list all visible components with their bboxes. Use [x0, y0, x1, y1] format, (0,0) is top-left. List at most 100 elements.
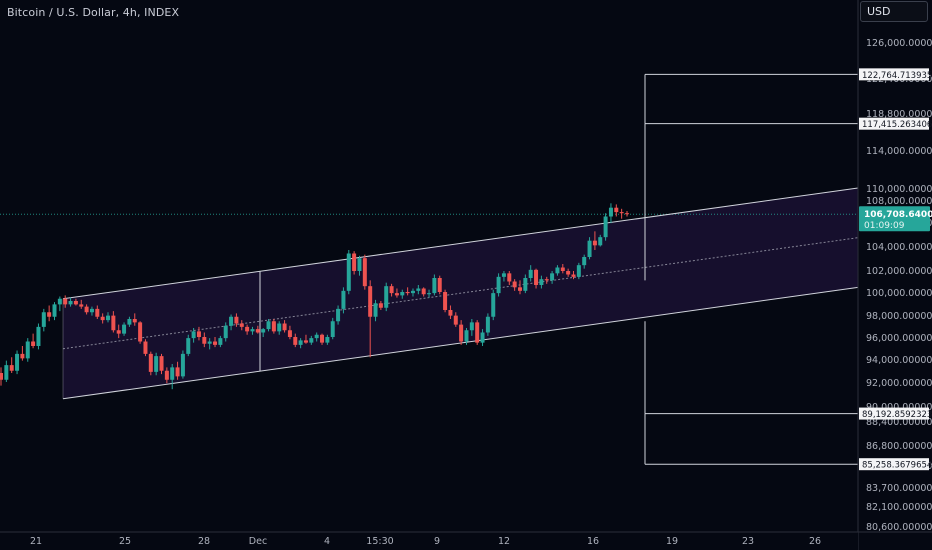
price-tick-label: 82,100.00000000 — [866, 502, 932, 513]
candle — [100, 313, 105, 324]
candle-body — [9, 365, 14, 371]
candle — [170, 364, 175, 390]
price-tick-label: 102,000.00000000 — [866, 266, 932, 277]
chart-title: Bitcoin / U.S. Dollar, 4h, INDEX — [7, 6, 180, 19]
time-tick-label: 9 — [434, 536, 440, 547]
time-tick-label: 26 — [809, 536, 821, 547]
candle — [229, 314, 234, 331]
candle-body — [261, 329, 266, 333]
time-tick-label: 19 — [666, 536, 678, 547]
candle-body — [68, 301, 73, 305]
candle — [68, 297, 73, 307]
level-label-text: 117,415.26340652 — [862, 120, 932, 130]
candle — [154, 352, 159, 376]
candle — [89, 306, 94, 316]
candle-body — [271, 321, 276, 332]
candle-body — [555, 267, 560, 274]
candle-body — [443, 292, 448, 310]
candle — [127, 316, 132, 327]
candle — [261, 328, 266, 337]
candle-body — [480, 332, 485, 343]
candle-body — [378, 303, 383, 308]
candle — [582, 254, 587, 269]
candle-body — [427, 293, 432, 295]
candle-body — [223, 325, 228, 339]
price-tick-label: 94,000.00000000 — [866, 355, 932, 366]
candle — [459, 320, 464, 345]
candle-body — [277, 323, 282, 332]
candle-body — [20, 353, 25, 359]
candle-body — [202, 337, 207, 344]
candle — [196, 326, 201, 341]
candle — [298, 338, 303, 349]
price-tick-label: 90,000.00000000 — [866, 402, 932, 413]
candle-body — [362, 258, 367, 287]
candle-body — [138, 322, 143, 342]
candle — [282, 320, 287, 333]
currency-selector[interactable]: USD — [860, 1, 928, 22]
candle-body — [159, 356, 164, 371]
candle-body — [437, 278, 442, 292]
candle — [213, 337, 218, 348]
candle — [266, 319, 271, 332]
candle-body — [234, 316, 239, 324]
candle-body — [143, 341, 148, 354]
candle-body — [448, 310, 453, 316]
candle-body — [245, 326, 250, 332]
candle — [132, 313, 137, 326]
candle-body — [475, 322, 480, 343]
level-label-text: 122,764.71393544 — [862, 71, 932, 81]
candle — [277, 321, 282, 335]
time-tick-label: 4 — [324, 536, 330, 547]
candle — [501, 271, 506, 282]
candle-body — [218, 338, 223, 345]
price-tick-label: 96,000.00000000 — [866, 333, 932, 344]
price-tick-label: 108,000.00000000 — [866, 196, 932, 207]
current-price-tag: 106,708.6400000001:09:09 — [859, 206, 932, 232]
candle — [84, 304, 89, 315]
level-label-box — [859, 117, 929, 130]
candle — [523, 274, 528, 294]
time-tick-label: 28 — [198, 536, 210, 547]
candle-body — [566, 271, 571, 275]
candle — [175, 361, 180, 380]
candle — [330, 317, 335, 340]
candle — [255, 325, 260, 334]
candle — [122, 322, 127, 336]
candle-body — [491, 293, 496, 317]
candle — [592, 231, 597, 250]
candle — [159, 353, 164, 375]
candle — [539, 275, 544, 289]
price-tick-label: 118,800.00000000 — [866, 109, 932, 120]
candle-body — [598, 237, 603, 246]
price-tick-label: 86,800.00000000 — [866, 441, 932, 452]
candle — [207, 338, 212, 350]
candle — [405, 287, 410, 296]
candle — [437, 275, 442, 295]
candle-body — [282, 323, 287, 331]
candle-body — [614, 207, 619, 213]
candle — [287, 325, 292, 340]
candle — [491, 289, 496, 321]
candle-body — [453, 315, 458, 325]
candle-body — [239, 323, 244, 327]
candle — [598, 234, 603, 247]
candle — [421, 287, 426, 297]
candle-body — [320, 334, 325, 343]
candle — [250, 326, 255, 335]
candle-body — [341, 290, 346, 309]
candle-body — [416, 288, 421, 291]
candle — [9, 357, 14, 373]
candle — [625, 211, 629, 217]
candle-body — [266, 321, 271, 330]
candle-body — [512, 281, 517, 288]
candle-body — [517, 287, 522, 291]
candle-body — [576, 265, 581, 277]
candle — [25, 338, 30, 362]
candle-body — [336, 308, 341, 322]
candle-body — [346, 253, 351, 291]
candle — [432, 274, 437, 296]
candle-body — [303, 340, 308, 343]
candle-body — [298, 340, 303, 345]
